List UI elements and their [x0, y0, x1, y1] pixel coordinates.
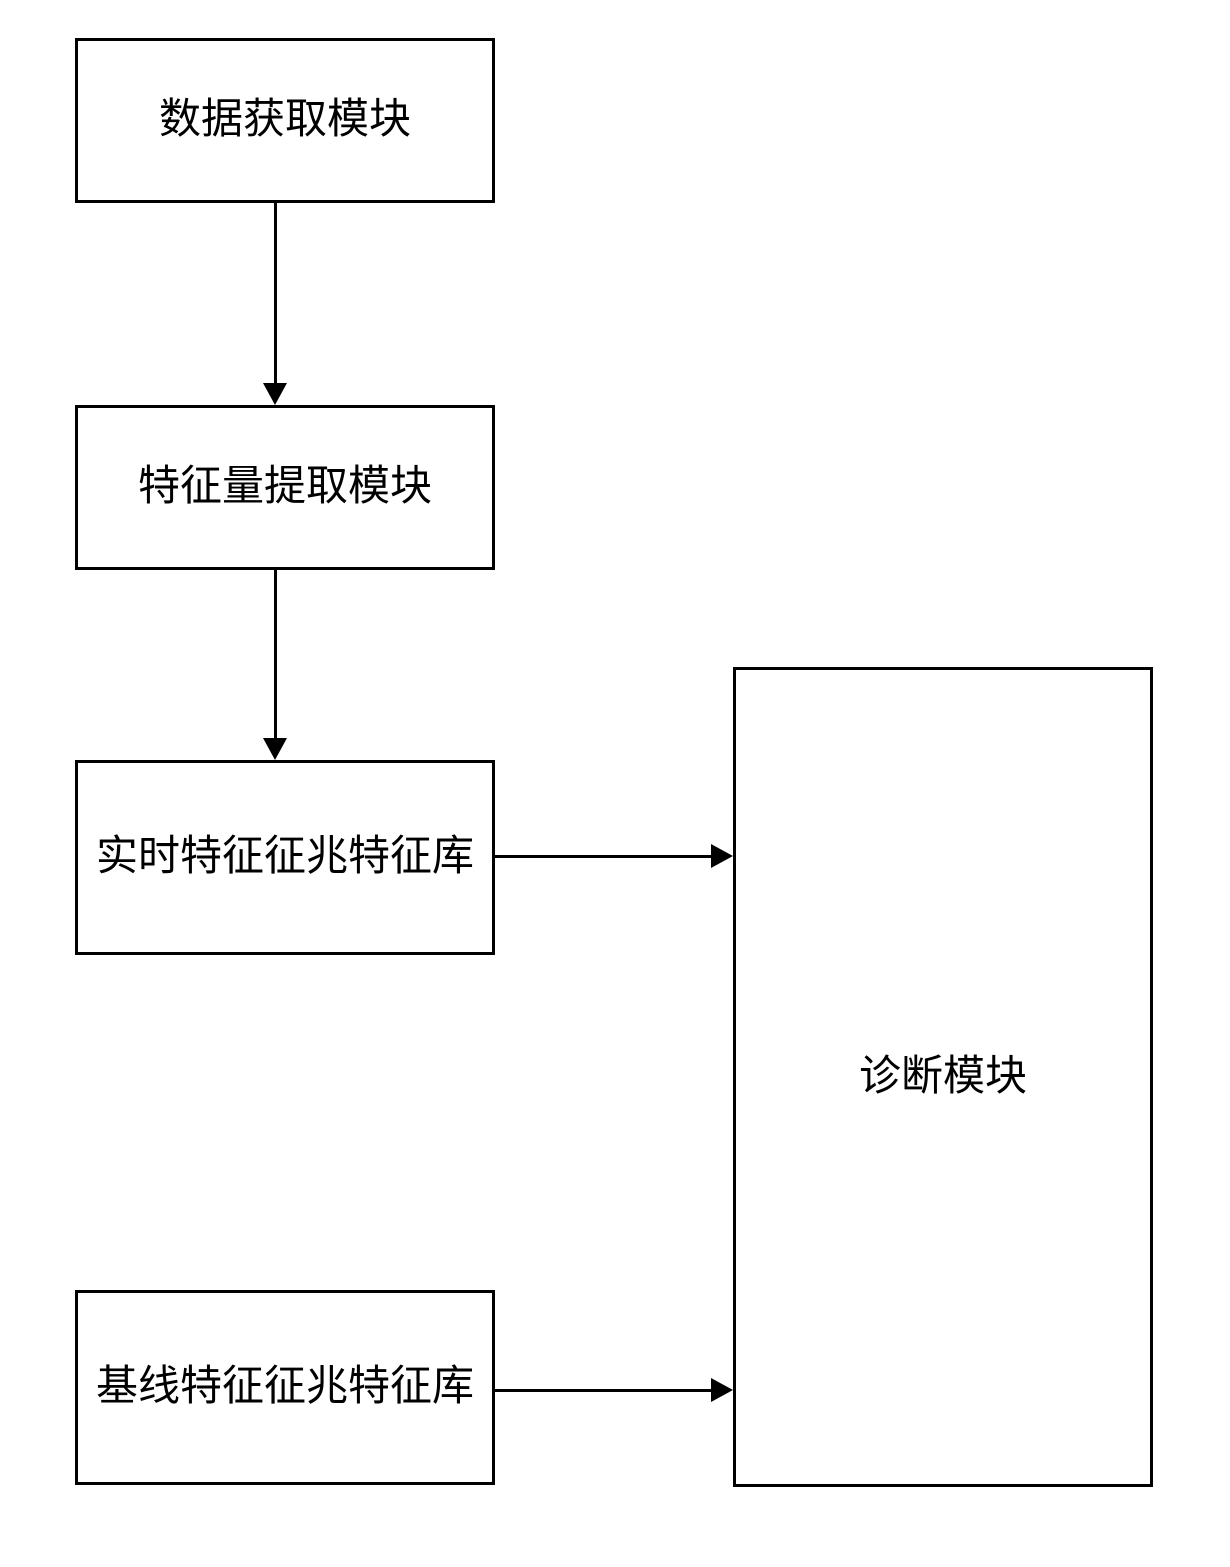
edge-2-arrowhead — [263, 738, 287, 760]
node-diagnosis-module: 诊断模块 — [733, 667, 1153, 1487]
node-diagnosis-module-label: 诊断模块 — [849, 1049, 1037, 1106]
edge-4-line — [495, 1389, 713, 1392]
edge-1-arrowhead — [263, 383, 287, 405]
node-data-acquisition: 数据获取模块 — [75, 38, 495, 203]
node-baseline-feature-db: 基线特征征兆特征库 — [75, 1290, 495, 1485]
edge-3-arrowhead — [711, 844, 733, 868]
node-realtime-feature-db: 实时特征征兆特征库 — [75, 760, 495, 955]
node-realtime-feature-db-label: 实时特征征兆特征库 — [86, 829, 484, 886]
edge-1-line — [274, 203, 277, 385]
node-feature-extraction: 特征量提取模块 — [75, 405, 495, 570]
edge-4-arrowhead — [711, 1378, 733, 1402]
node-baseline-feature-db-label: 基线特征征兆特征库 — [86, 1359, 484, 1416]
edge-3-line — [495, 855, 713, 858]
edge-2-line — [274, 570, 277, 740]
node-feature-extraction-label: 特征量提取模块 — [128, 459, 442, 516]
node-data-acquisition-label: 数据获取模块 — [149, 92, 421, 149]
